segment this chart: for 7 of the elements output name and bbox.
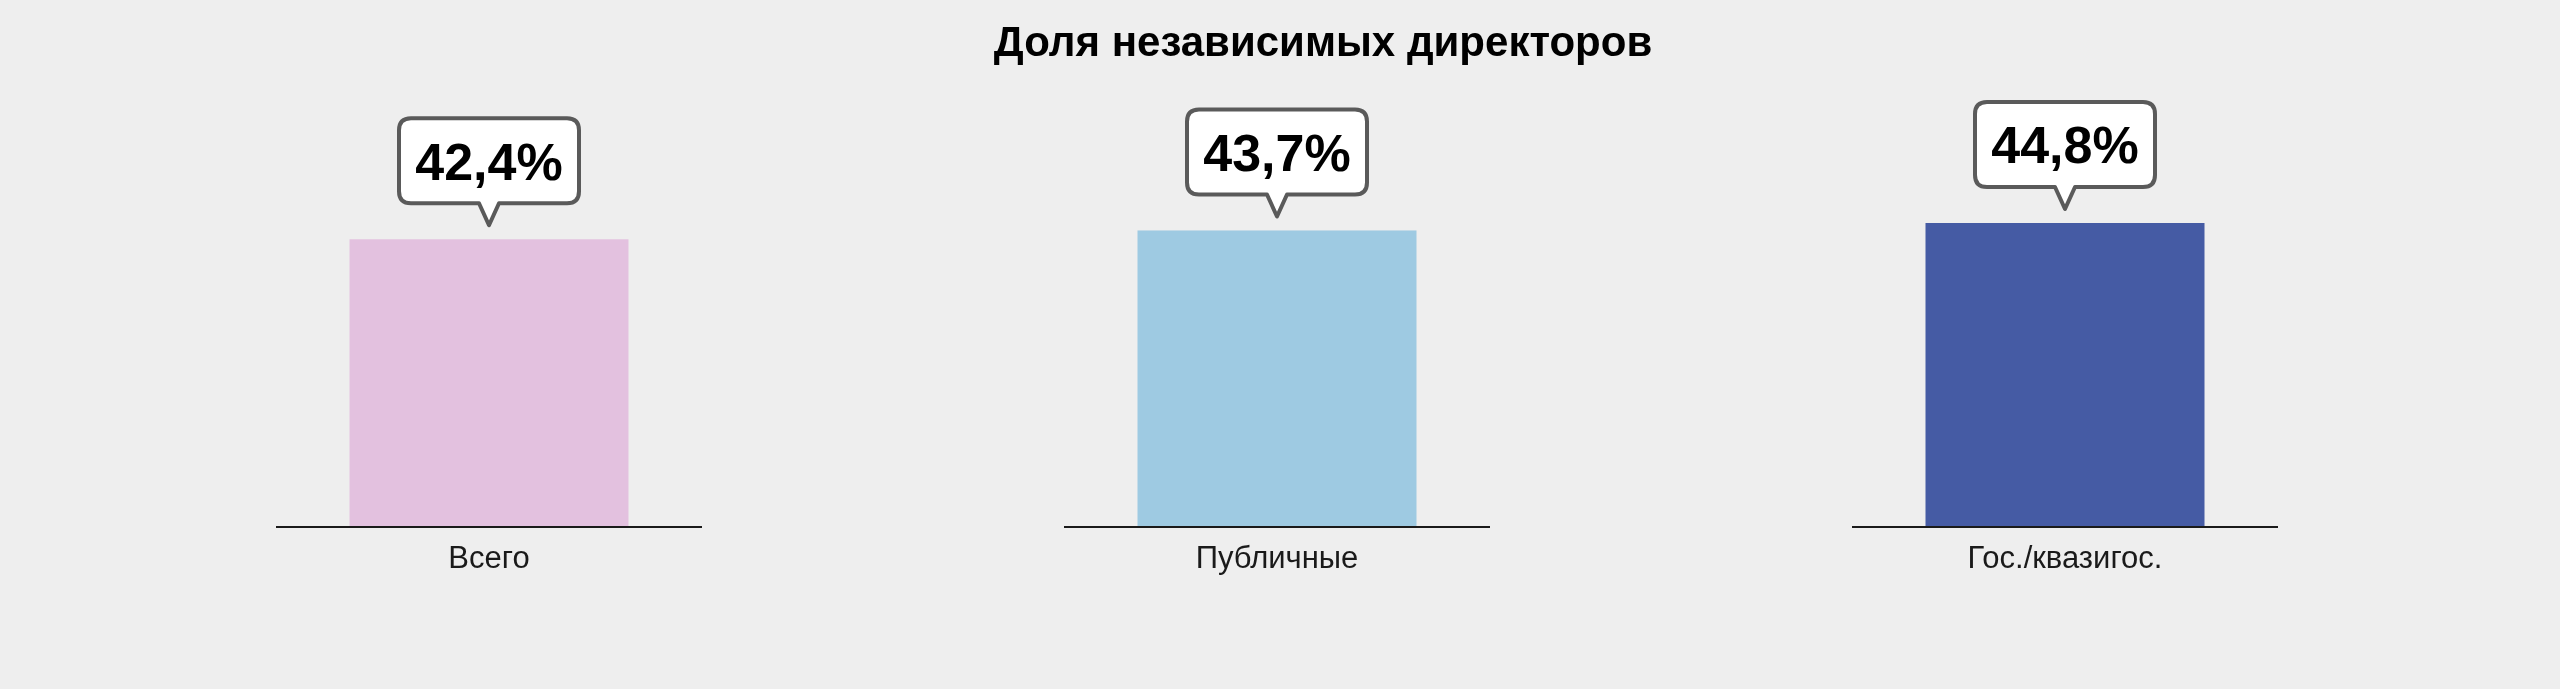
data-label: 44,8% — [1991, 116, 2139, 175]
x-tick-label: Публичные — [1195, 540, 1359, 575]
data-label: 42,4% — [415, 132, 563, 191]
x-tick-label: Всего — [448, 540, 530, 575]
chart-title: Доля независимых директоров — [993, 18, 1653, 65]
x-tick-label: Гос./квазигос. — [1967, 540, 2163, 575]
data-label: 43,7% — [1203, 123, 1351, 182]
